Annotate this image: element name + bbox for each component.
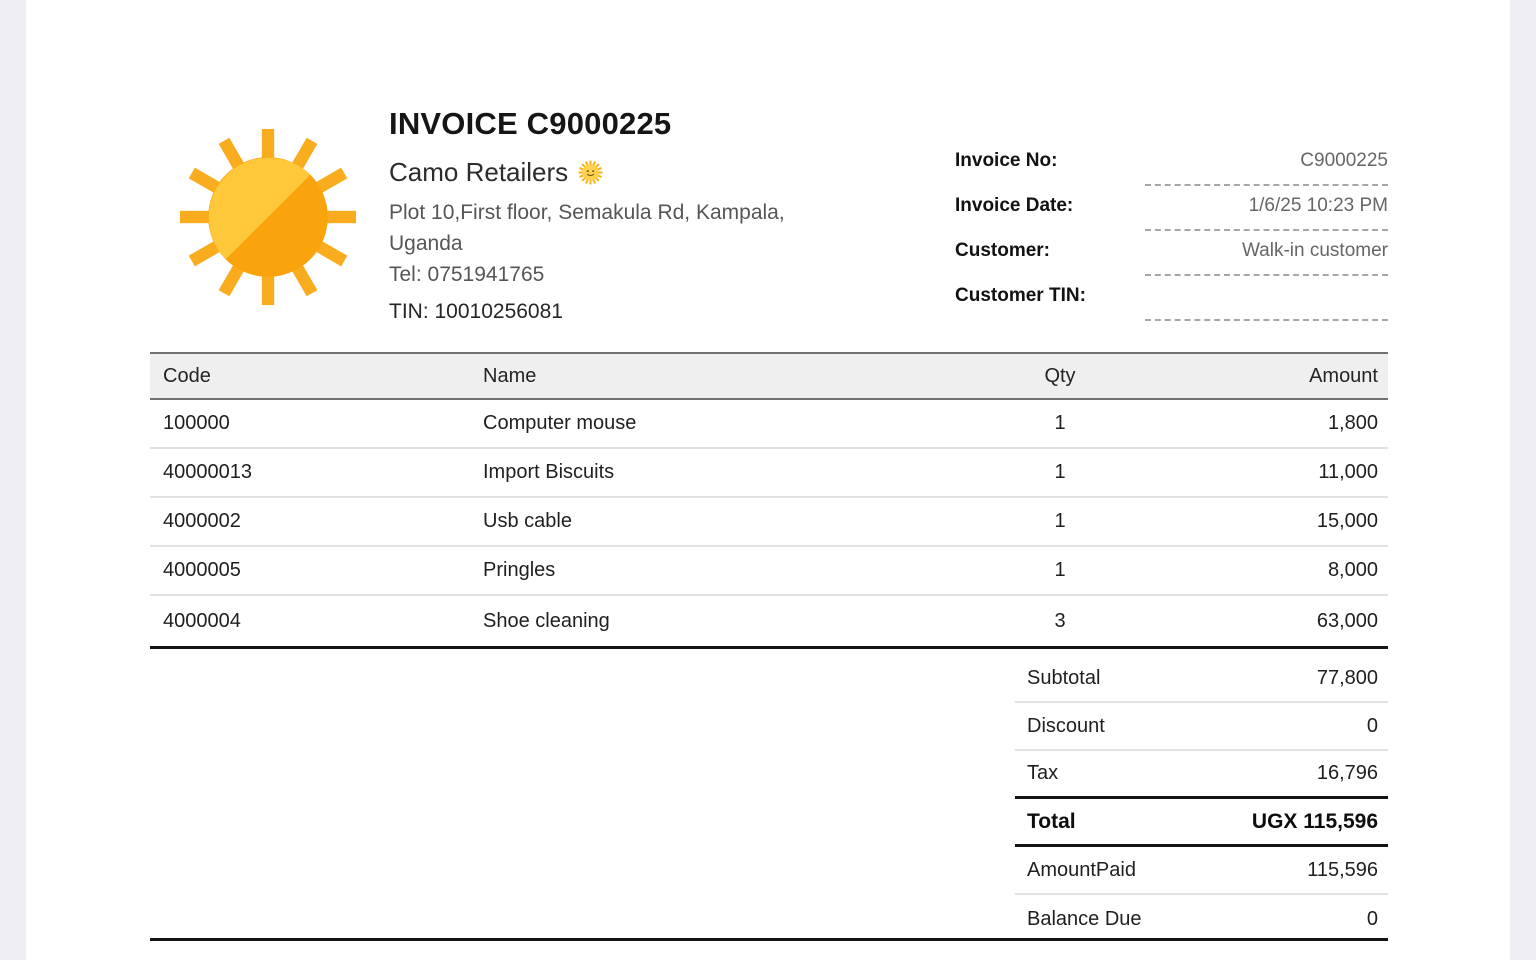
tax-value: 16,796 bbox=[1316, 762, 1378, 784]
totals-section: Subtotal 77,800 Discount 0 Tax 16,796 To… bbox=[1015, 655, 1388, 943]
company-tin: TIN: 10010256081 bbox=[389, 300, 563, 323]
item-code: 4000005 bbox=[163, 559, 241, 581]
company-logo bbox=[180, 128, 356, 306]
subtotal-value: 77,800 bbox=[1316, 666, 1378, 689]
col-header-qty: Qty bbox=[1044, 364, 1076, 387]
balance-due-label: Balance Due bbox=[1027, 907, 1142, 930]
invoice-title: INVOICE C9000225 bbox=[389, 106, 672, 141]
amount-paid-label: AmountPaid bbox=[1027, 858, 1136, 881]
company-address: Plot 10,First floor, Semakula Rd, Kampal… bbox=[389, 197, 889, 259]
customer-tin-row: Customer TIN: bbox=[955, 276, 1388, 321]
item-amount: 63,000 bbox=[1316, 609, 1378, 632]
invoice-date-label: Invoice Date: bbox=[955, 195, 1074, 216]
invoice-info-panel: Invoice No: C9000225 Invoice Date: 1/6/2… bbox=[955, 141, 1388, 321]
item-name: Shoe cleaning bbox=[483, 609, 610, 632]
table-row: 100000 Computer mouse 1 1,800 bbox=[150, 400, 1388, 449]
company-address-line2: Uganda bbox=[389, 232, 463, 255]
invoice-no-value: C9000225 bbox=[1145, 141, 1388, 186]
item-amount: 11,000 bbox=[1318, 461, 1378, 483]
invoice-page: INVOICE C9000225 Camo Retailers bbox=[26, 0, 1510, 960]
item-qty: 1 bbox=[1054, 461, 1066, 483]
balance-due-row: Balance Due 0 bbox=[1015, 895, 1388, 943]
tax-row: Tax 16,796 bbox=[1015, 751, 1388, 799]
total-row: Total UGX 115,596 bbox=[1015, 799, 1388, 847]
company-tel: Tel: 0751941765 bbox=[389, 263, 545, 286]
sun-logo-icon bbox=[180, 129, 356, 305]
item-code: 4000002 bbox=[163, 510, 241, 532]
company-block: INVOICE C9000225 Camo Retailers bbox=[389, 106, 889, 324]
item-name: Import Biscuits bbox=[483, 461, 615, 483]
customer-label: Customer: bbox=[955, 240, 1051, 261]
sun-face-emoji-icon bbox=[578, 160, 603, 185]
item-qty: 1 bbox=[1054, 412, 1066, 434]
discount-value: 0 bbox=[1366, 714, 1378, 737]
item-qty: 1 bbox=[1054, 510, 1066, 532]
balance-due-value: 0 bbox=[1366, 907, 1378, 930]
discount-label: Discount bbox=[1027, 714, 1105, 737]
col-header-code: Code bbox=[163, 364, 211, 387]
items-table-header: Code Name Qty Amount bbox=[150, 352, 1388, 400]
total-value: UGX 115,596 bbox=[1251, 809, 1378, 833]
table-row: 40000013 Import Biscuits 1 11,000 bbox=[150, 449, 1388, 498]
col-header-amount: Amount bbox=[1309, 364, 1378, 387]
item-name: Computer mouse bbox=[483, 412, 637, 434]
subtotal-label: Subtotal bbox=[1027, 666, 1101, 689]
discount-row: Discount 0 bbox=[1015, 703, 1388, 751]
customer-value: Walk-in customer bbox=[1145, 231, 1388, 276]
table-row: 4000004 Shoe cleaning 3 63,000 bbox=[150, 596, 1388, 649]
item-qty: 1 bbox=[1054, 559, 1066, 581]
amount-paid-value: 115,596 bbox=[1307, 858, 1378, 881]
customer-tin-label: Customer TIN: bbox=[955, 285, 1086, 306]
company-name-text: Camo Retailers bbox=[389, 157, 569, 187]
item-name: Usb cable bbox=[483, 510, 572, 532]
item-qty: 3 bbox=[1054, 609, 1066, 632]
company-address-line1: Plot 10,First floor, Semakula Rd, Kampal… bbox=[389, 201, 785, 224]
invoice-date-value: 1/6/25 10:23 PM bbox=[1145, 186, 1388, 231]
customer-row: Customer: Walk-in customer bbox=[955, 231, 1388, 276]
col-header-name: Name bbox=[483, 364, 537, 387]
items-table: Code Name Qty Amount 100000 Computer mou… bbox=[150, 352, 1388, 649]
item-amount: 1,800 bbox=[1327, 412, 1378, 434]
invoice-no-row: Invoice No: C9000225 bbox=[955, 141, 1388, 186]
amount-paid-row: AmountPaid 115,596 bbox=[1015, 847, 1388, 895]
tax-label: Tax bbox=[1027, 762, 1059, 784]
invoice-date-row: Invoice Date: 1/6/25 10:23 PM bbox=[955, 186, 1388, 231]
item-code: 40000013 bbox=[163, 461, 252, 483]
item-code: 100000 bbox=[163, 412, 230, 434]
customer-tin-value bbox=[1145, 276, 1388, 321]
subtotal-row: Subtotal 77,800 bbox=[1015, 655, 1388, 703]
item-code: 4000004 bbox=[163, 609, 241, 632]
company-name: Camo Retailers bbox=[389, 157, 889, 188]
total-label: Total bbox=[1027, 809, 1076, 833]
page-bottom-rule bbox=[150, 938, 1388, 941]
table-row: 4000002 Usb cable 1 15,000 bbox=[150, 498, 1388, 547]
item-amount: 8,000 bbox=[1327, 559, 1378, 581]
table-row: 4000005 Pringles 1 8,000 bbox=[150, 547, 1388, 596]
item-amount: 15,000 bbox=[1316, 510, 1378, 532]
invoice-no-label: Invoice No: bbox=[955, 150, 1058, 171]
item-name: Pringles bbox=[483, 559, 556, 581]
